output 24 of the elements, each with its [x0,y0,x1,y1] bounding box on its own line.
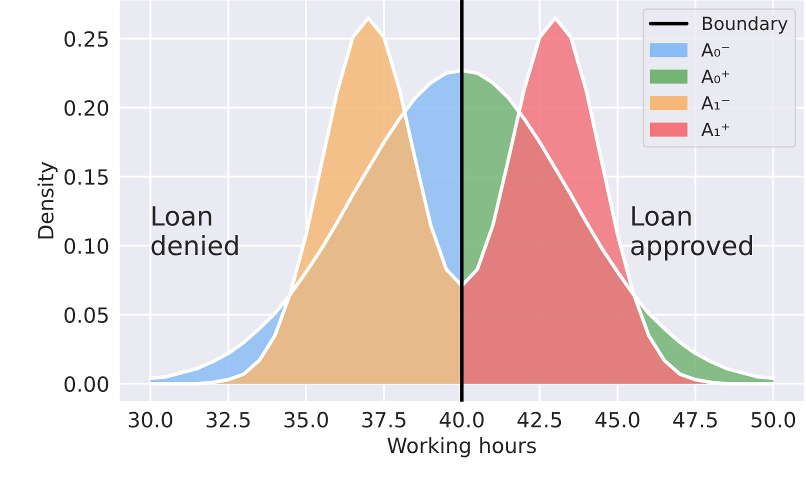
x-tick-label: 47.5 [673,412,717,428]
y-tick-label: 0.10 [64,238,108,254]
legend-label: A₁⁻ [701,96,730,110]
y-tick-label: 0.20 [64,100,108,116]
x-tick-label: 45.0 [595,412,640,428]
annotation: Loan approved [631,206,752,261]
legend-label: Boundary [702,16,788,34]
legend-label: A₀⁻ [701,43,730,57]
x-tick-label: 32.5 [206,412,250,428]
x-tick-label: 37.5 [362,412,406,428]
y-tick-label: 0.25 [64,31,108,47]
x-tick-label: 50.0 [752,412,796,428]
y-tick-label: 0.00 [64,376,108,392]
x-axis-title: Working hours [387,437,536,458]
legend-label: A₀⁺ [701,70,730,84]
x-tick-label: 42.5 [518,412,562,428]
x-tick-label: 30.0 [128,412,172,428]
legend-label: A₁⁺ [701,122,730,136]
annotation: Loan denied [152,206,238,256]
y-tick-label: 0.05 [64,307,108,323]
y-tick-label: 0.15 [64,169,108,185]
y-axis-title: Density [37,162,58,238]
x-tick-label: 35.0 [284,412,328,428]
x-tick-label: 40.0 [440,412,484,428]
